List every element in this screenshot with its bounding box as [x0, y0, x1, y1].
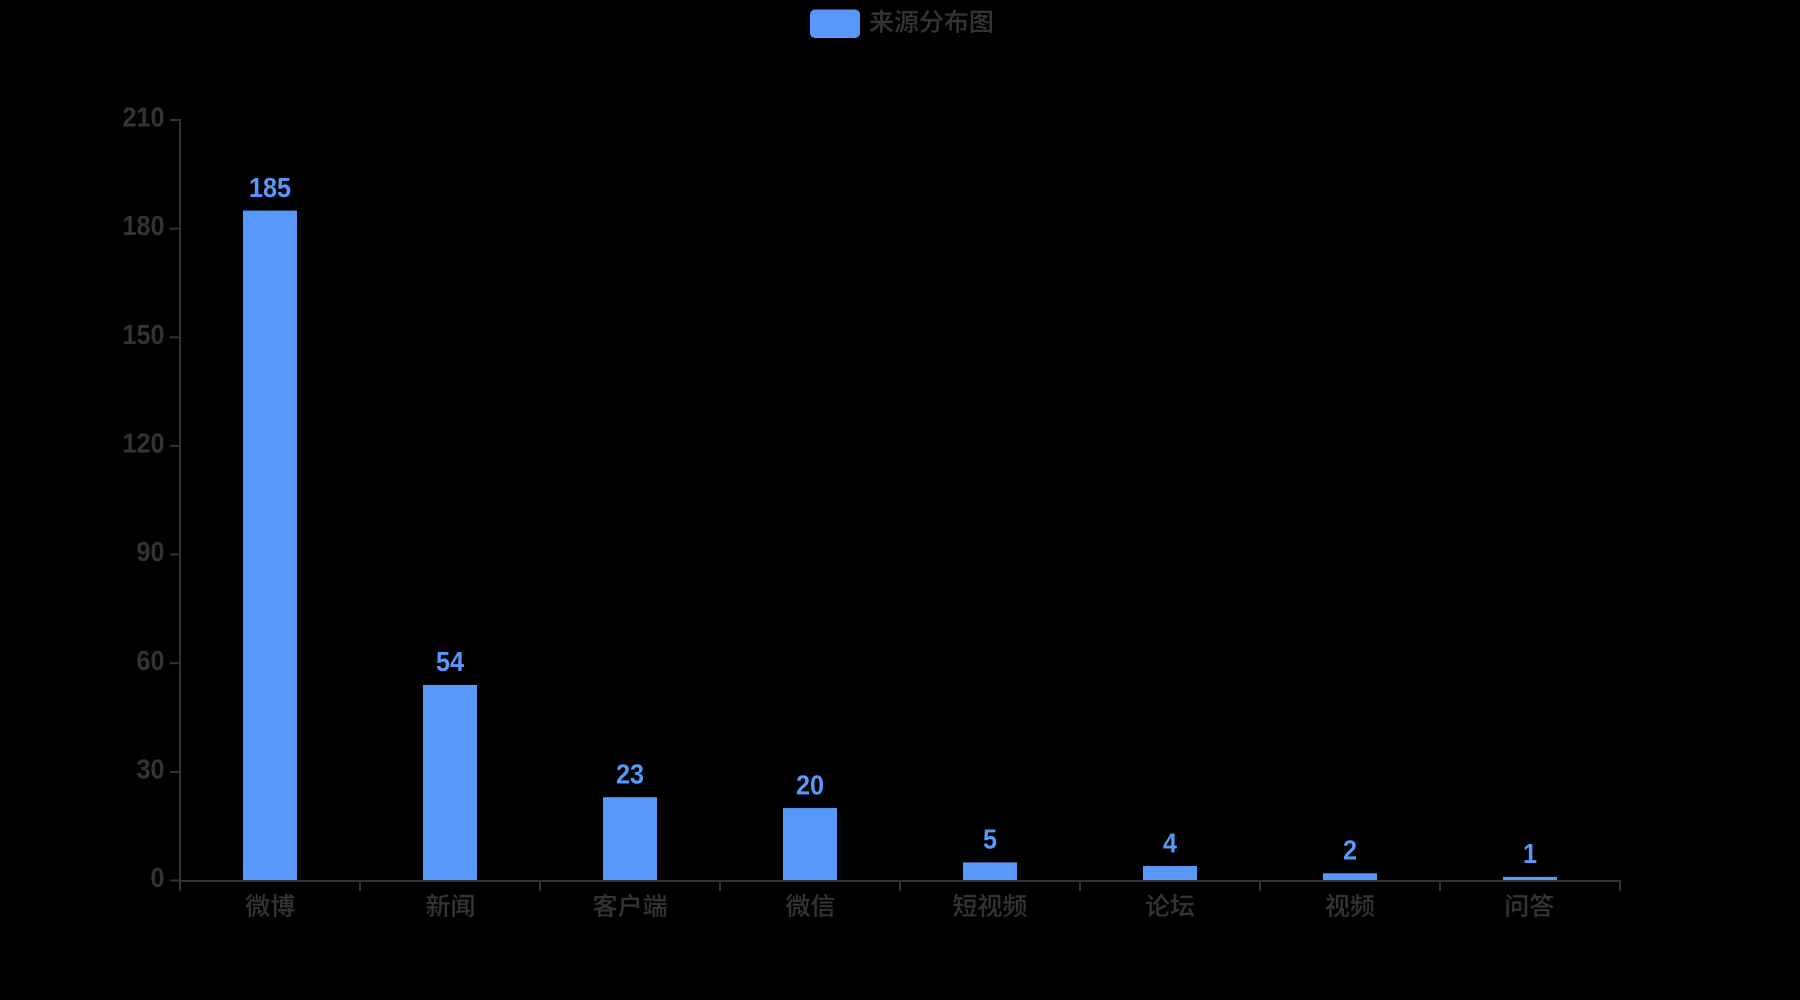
svg-text:60: 60 — [136, 645, 164, 677]
svg-text:4: 4 — [1163, 827, 1177, 859]
svg-text:1: 1 — [1523, 838, 1537, 870]
svg-text:30: 30 — [136, 753, 164, 785]
svg-text:5: 5 — [983, 823, 997, 855]
svg-text:54: 54 — [436, 646, 464, 678]
svg-text:0: 0 — [150, 862, 164, 894]
svg-text:120: 120 — [122, 427, 164, 459]
svg-text:20: 20 — [796, 769, 824, 801]
svg-text:185: 185 — [249, 172, 291, 204]
svg-text:180: 180 — [122, 210, 164, 242]
svg-text:2: 2 — [1343, 834, 1357, 866]
svg-text:90: 90 — [136, 536, 164, 568]
svg-text:23: 23 — [616, 758, 644, 790]
svg-text:150: 150 — [122, 319, 164, 351]
svg-text:210: 210 — [122, 101, 164, 133]
